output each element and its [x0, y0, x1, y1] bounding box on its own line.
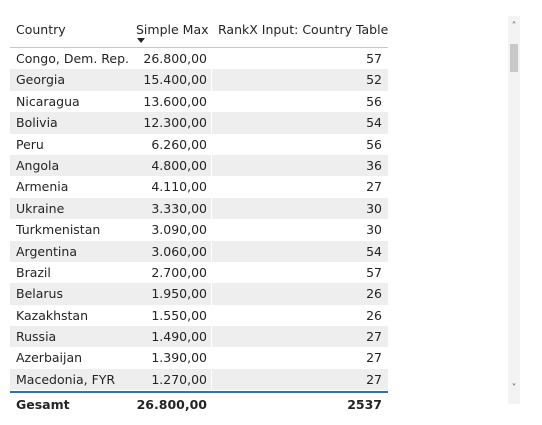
cell-rankx: 57	[366, 51, 382, 66]
cell-simple-max: 1.390,00	[151, 350, 207, 366]
cell-rankx: 27	[366, 179, 382, 195]
cell-simple-max: 3.090,00	[151, 222, 207, 238]
cell-simple-max: 15.400,00	[143, 72, 207, 88]
country-table: Country Simple Max RankX Input: Country …	[10, 12, 388, 417]
column-divider	[211, 48, 212, 70]
column-divider	[211, 176, 212, 198]
cell-rankx: 56	[366, 93, 382, 109]
cell-country: Congo, Dem. Rep.	[16, 51, 129, 66]
header-country[interactable]: Country	[16, 22, 66, 37]
table-row[interactable]: Kazakhstan 1.550,00 26	[10, 304, 388, 327]
cell-rankx: 30	[366, 222, 382, 238]
cell-rankx: 30	[366, 200, 382, 216]
cell-country: Armenia	[16, 179, 69, 195]
cell-rankx: 56	[366, 136, 382, 152]
column-divider	[211, 368, 212, 391]
total-simple-max: 26.800,00	[136, 397, 207, 413]
cell-country: Nicaragua	[16, 93, 80, 109]
cell-rankx: 27	[366, 329, 382, 345]
cell-country: Brazil	[16, 264, 51, 280]
table-row[interactable]: Argentina 3.060,00 54	[10, 240, 388, 262]
cell-rankx: 52	[366, 72, 382, 88]
cell-simple-max: 4.110,00	[151, 179, 207, 195]
cell-simple-max: 6.260,00	[151, 136, 207, 152]
table-row[interactable]: Macedonia, FYR 1.270,00 27	[10, 368, 388, 391]
total-row: Gesamt 26.800,00 2537	[10, 391, 388, 417]
table-row[interactable]: Angola 4.800,00 36	[10, 154, 388, 177]
table-row[interactable]: Brazil 2.700,00 57	[10, 261, 388, 284]
table-row[interactable]: Russia 1.490,00 27	[10, 326, 388, 348]
column-divider	[211, 90, 212, 113]
total-rank: 2537	[347, 397, 382, 413]
table-row[interactable]: Peru 6.260,00 56	[10, 133, 388, 155]
column-divider	[211, 347, 212, 369]
header-simple-max[interactable]: Simple Max	[136, 22, 209, 37]
cell-country: Azerbaijan	[16, 350, 83, 366]
cell-simple-max: 3.060,00	[151, 243, 207, 259]
cell-rankx: 54	[366, 243, 382, 259]
column-divider	[211, 240, 212, 262]
table-header: Country Simple Max RankX Input: Country …	[10, 12, 388, 48]
column-divider	[211, 197, 212, 220]
header-rankx[interactable]: RankX Input: Country Table	[218, 22, 389, 37]
table-row[interactable]: Armenia 4.110,00 27	[10, 176, 388, 198]
cell-rankx: 54	[366, 115, 382, 131]
cell-simple-max: 1.550,00	[151, 307, 207, 323]
cell-simple-max: 4.800,00	[151, 157, 207, 173]
cell-country: Macedonia, FYR	[16, 371, 116, 387]
cell-rankx: 36	[366, 157, 382, 173]
cell-rankx: 26	[366, 307, 382, 323]
table-row[interactable]: Ukraine 3.330,00 30	[10, 197, 388, 220]
chevron-down-icon[interactable]: ˅	[511, 383, 517, 394]
column-divider	[211, 154, 212, 177]
cell-simple-max: 2.700,00	[151, 264, 207, 280]
cell-rankx: 57	[366, 264, 382, 280]
cell-country: Belarus	[16, 286, 63, 302]
cell-simple-max: 1.490,00	[151, 329, 207, 345]
cell-simple-max: 1.950,00	[151, 286, 207, 302]
column-divider	[211, 69, 212, 91]
table-row[interactable]: Georgia 15.400,00 52	[10, 69, 388, 91]
cell-country: Peru	[16, 136, 44, 152]
table-row[interactable]: Turkmenistan 3.090,00 30	[10, 219, 388, 241]
vertical-scrollbar[interactable]: ˄ ˅	[508, 16, 520, 404]
column-divider	[211, 326, 212, 348]
table-row[interactable]: Bolivia 12.300,00 54	[10, 112, 388, 134]
total-label: Gesamt	[16, 397, 70, 413]
column-divider	[211, 283, 212, 305]
column-divider	[211, 133, 212, 155]
cell-simple-max: 3.330,00	[151, 200, 207, 216]
table-row[interactable]: Nicaragua 13.600,00 56	[10, 90, 388, 113]
scrollbar-thumb[interactable]	[510, 44, 518, 72]
sort-descending-icon[interactable]	[137, 38, 145, 43]
cell-simple-max: 12.300,00	[143, 115, 207, 131]
cell-country: Angola	[16, 157, 60, 173]
cell-country: Turkmenistan	[16, 222, 101, 238]
cell-country: Kazakhstan	[16, 307, 89, 323]
column-divider	[211, 112, 212, 134]
cell-country: Georgia	[16, 72, 66, 88]
cell-rankx: 26	[366, 286, 382, 302]
cell-simple-max: 1.270,00	[151, 371, 207, 387]
table-row[interactable]: Belarus 1.950,00 26	[10, 283, 388, 305]
cell-rankx: 27	[366, 350, 382, 366]
cell-country: Russia	[16, 329, 57, 345]
table-row[interactable]: Azerbaijan 1.390,00 27	[10, 347, 388, 369]
cell-country: Ukraine	[16, 200, 65, 216]
chevron-up-icon[interactable]: ˄	[511, 21, 517, 32]
cell-simple-max: 26.800,00	[143, 51, 207, 66]
cell-country: Bolivia	[16, 115, 58, 131]
cell-rankx: 27	[366, 371, 382, 387]
cell-simple-max: 13.600,00	[143, 93, 207, 109]
table-row[interactable]: Congo, Dem. Rep. 26.800,00 57	[10, 48, 388, 70]
table-body: Congo, Dem. Rep. 26.800,00 57 Georgia 15.400…	[10, 48, 388, 391]
column-divider	[211, 219, 212, 241]
column-divider	[211, 261, 212, 284]
column-divider	[211, 304, 212, 327]
cell-country: Argentina	[16, 243, 77, 259]
